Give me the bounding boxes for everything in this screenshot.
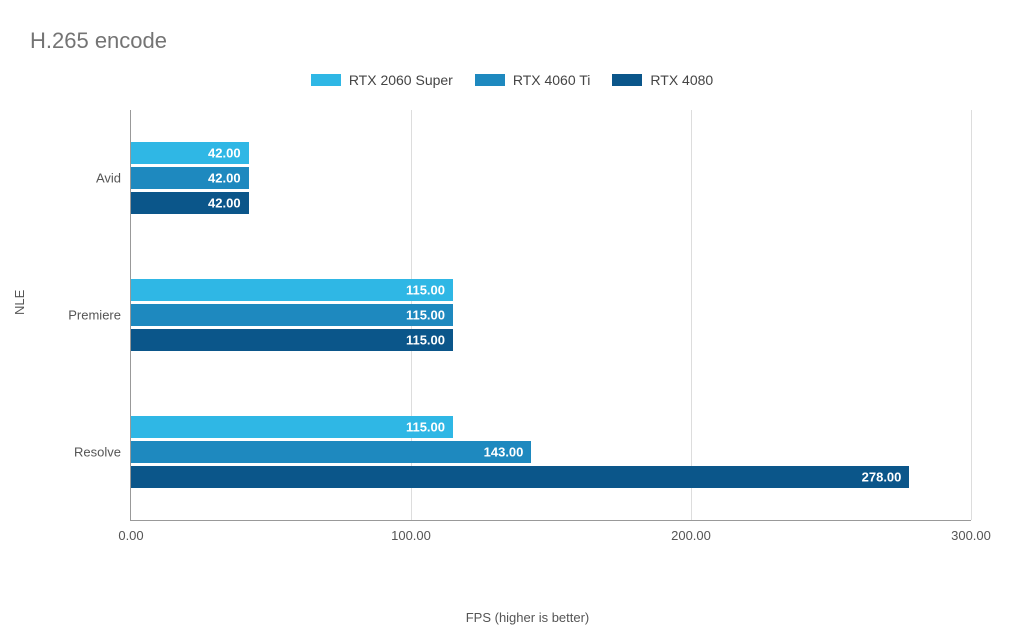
bar-value-label: 115.00: [406, 308, 445, 323]
bar: 278.00: [131, 466, 909, 488]
y-tick-label: Resolve: [74, 444, 121, 459]
plot-area: 0.00100.00200.00300.00Avid42.0042.0042.0…: [130, 110, 971, 521]
bar: 42.00: [131, 192, 249, 214]
gridline: [971, 110, 972, 520]
x-tick-label: 300.00: [951, 528, 991, 543]
y-tick-label: Avid: [96, 171, 121, 186]
plot-wrap: NLE 0.00100.00200.00300.00Avid42.0042.00…: [60, 110, 995, 580]
bar-value-label: 115.00: [406, 333, 445, 348]
legend-item: RTX 2060 Super: [311, 72, 453, 88]
bar: 115.00: [131, 416, 453, 438]
x-tick-label: 100.00: [391, 528, 431, 543]
x-axis-title: FPS (higher is better): [60, 610, 995, 625]
legend: RTX 2060 Super RTX 4060 Ti RTX 4080: [0, 72, 1024, 88]
bar-value-label: 143.00: [484, 444, 524, 459]
y-axis-title: NLE: [12, 290, 27, 315]
legend-label: RTX 2060 Super: [349, 72, 453, 88]
legend-item: RTX 4060 Ti: [475, 72, 591, 88]
chart-page: H.265 encode RTX 2060 SuperRTX 4060 TiRT…: [0, 0, 1024, 628]
bar-value-label: 42.00: [208, 146, 241, 161]
bar-value-label: 115.00: [406, 283, 445, 298]
bar: 143.00: [131, 441, 531, 463]
chart-title: H.265 encode: [30, 28, 167, 54]
legend-swatch: [475, 74, 505, 86]
bar-value-label: 278.00: [862, 469, 902, 484]
gridline: [691, 110, 692, 520]
bar: 115.00: [131, 279, 453, 301]
legend-swatch: [311, 74, 341, 86]
y-tick-label: Premiere: [68, 308, 121, 323]
legend-item: RTX 4080: [612, 72, 713, 88]
legend-label: RTX 4080: [650, 72, 713, 88]
bar-value-label: 42.00: [208, 196, 241, 211]
x-tick-label: 200.00: [671, 528, 711, 543]
bar-value-label: 115.00: [406, 419, 445, 434]
x-tick-label: 0.00: [118, 528, 143, 543]
legend-swatch: [612, 74, 642, 86]
bar: 115.00: [131, 329, 453, 351]
bar: 115.00: [131, 304, 453, 326]
bar: 42.00: [131, 167, 249, 189]
legend-label: RTX 4060 Ti: [513, 72, 591, 88]
bar: 42.00: [131, 142, 249, 164]
bar-value-label: 42.00: [208, 171, 241, 186]
